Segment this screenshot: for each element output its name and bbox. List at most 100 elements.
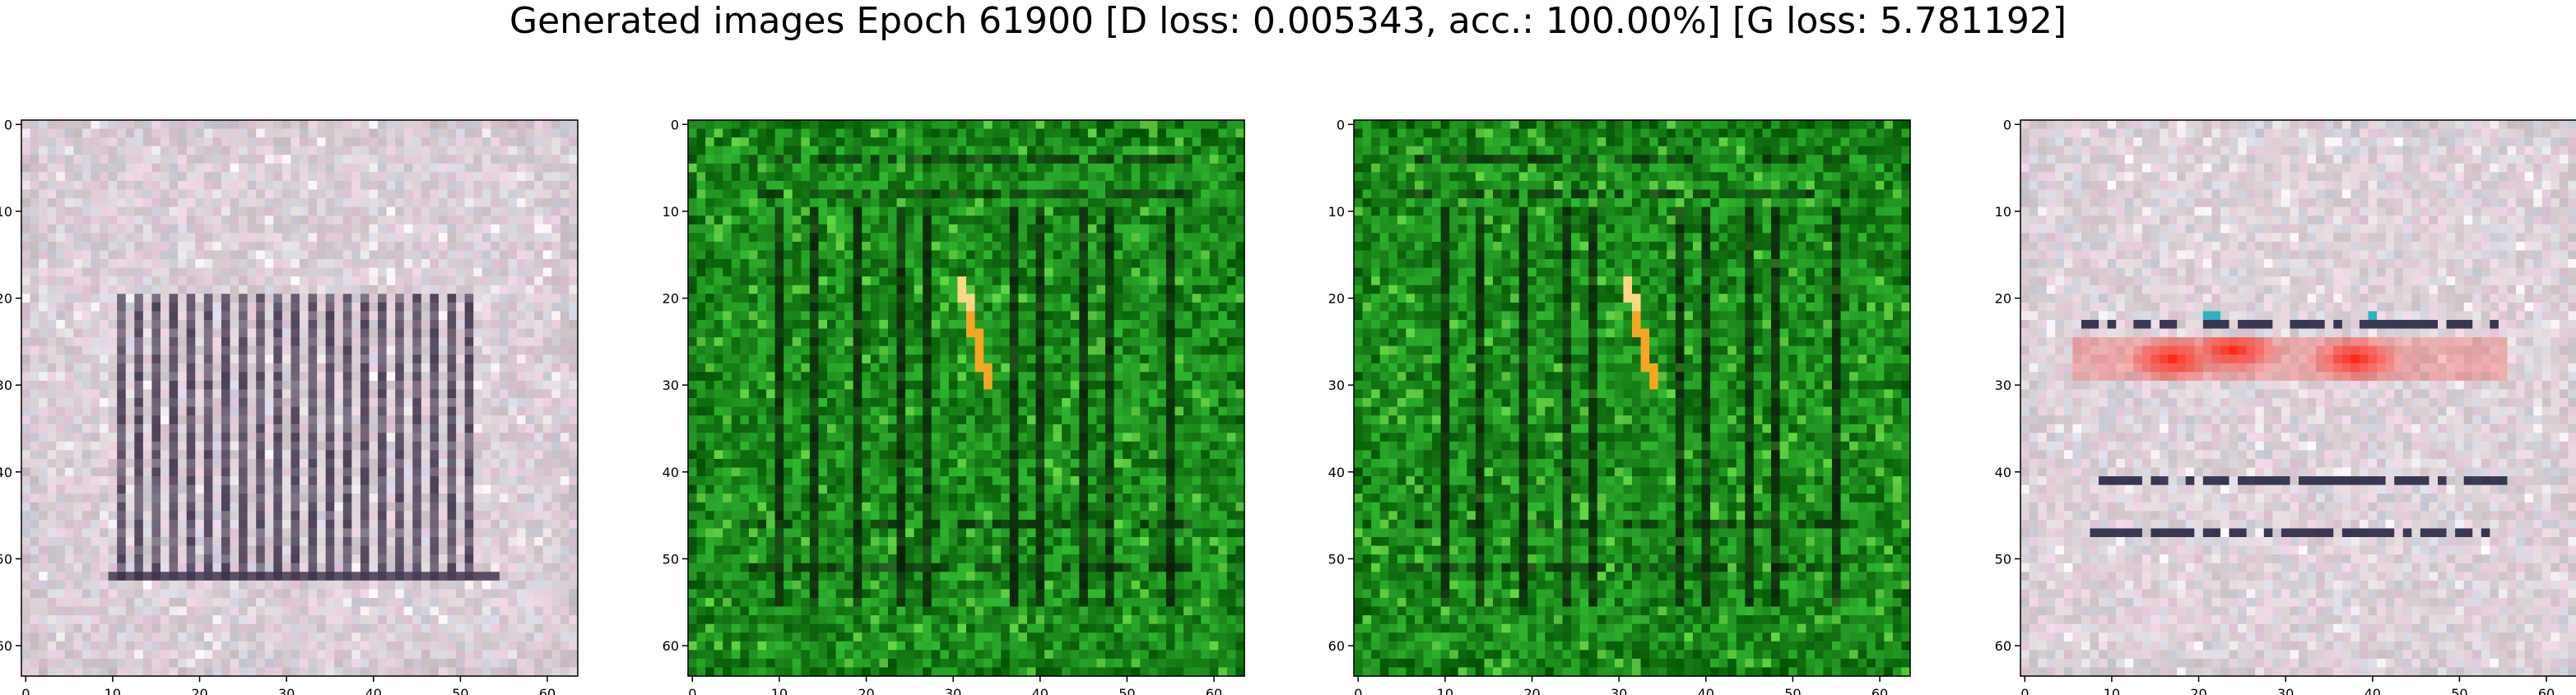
pixel <box>273 502 283 512</box>
pixel <box>1079 224 1089 234</box>
pixel <box>403 180 413 191</box>
pixel <box>1026 206 1037 216</box>
pixel <box>525 206 535 216</box>
pixel <box>247 267 257 277</box>
pixel <box>273 667 283 677</box>
pixel <box>256 146 266 155</box>
pixel <box>818 155 828 164</box>
pixel <box>395 311 405 321</box>
pixel <box>256 450 266 460</box>
pixel <box>914 120 923 130</box>
pixel <box>134 215 144 225</box>
pixel <box>203 589 213 599</box>
pixel <box>534 285 544 294</box>
pixel <box>256 120 266 130</box>
pixel <box>542 120 552 130</box>
pixel <box>247 163 257 173</box>
pixel <box>21 276 31 286</box>
pixel <box>186 215 196 225</box>
pixel <box>369 198 379 208</box>
pixel <box>569 285 579 294</box>
pixel <box>905 206 915 216</box>
pixel <box>247 285 257 294</box>
pixel <box>403 406 413 416</box>
pixel <box>517 484 527 494</box>
pixel <box>351 120 361 130</box>
pixel <box>905 198 915 208</box>
pixel <box>100 311 109 321</box>
pixel <box>221 424 231 433</box>
pixel <box>862 224 872 234</box>
pixel <box>369 302 379 312</box>
pixel <box>39 120 49 130</box>
pixel <box>212 580 222 590</box>
pixel <box>203 380 213 391</box>
pixel <box>212 389 222 399</box>
pixel <box>905 163 915 173</box>
pixel <box>378 198 388 208</box>
pixel <box>369 580 379 590</box>
pixel <box>517 537 527 547</box>
pixel <box>134 198 144 208</box>
pixel <box>47 415 57 425</box>
pixel <box>731 128 741 138</box>
pixel <box>281 658 292 669</box>
pixel <box>542 545 552 555</box>
pixel <box>923 128 932 138</box>
pixel <box>30 476 40 486</box>
pixel <box>447 424 457 433</box>
pixel <box>91 233 100 243</box>
pixel <box>160 120 170 130</box>
pixel <box>47 163 57 173</box>
pixel <box>178 198 188 208</box>
pixel <box>1192 180 1202 191</box>
pixel <box>221 572 231 581</box>
pixel <box>705 128 715 138</box>
pixel <box>195 554 205 564</box>
pixel <box>64 180 74 191</box>
pixel <box>100 319 109 330</box>
pixel <box>542 528 552 538</box>
pixel <box>447 615 457 625</box>
pixel <box>395 372 405 382</box>
pixel <box>369 189 379 199</box>
pixel <box>39 163 49 173</box>
pixel <box>395 206 405 216</box>
pixel <box>827 146 837 155</box>
pixel <box>569 650 579 660</box>
pixel <box>534 484 544 494</box>
pixel <box>151 363 161 373</box>
pixel <box>91 206 100 216</box>
pixel <box>560 137 570 147</box>
pixel <box>740 146 750 155</box>
pixel <box>1079 198 1089 208</box>
pixel <box>560 120 570 130</box>
pixel <box>342 302 352 312</box>
pixel <box>221 519 231 530</box>
pixel <box>430 224 439 234</box>
pixel <box>378 311 388 321</box>
pixel <box>1079 128 1089 138</box>
pixel <box>491 163 500 173</box>
pixel <box>239 267 249 277</box>
pixel <box>264 345 274 355</box>
pixel <box>534 441 544 451</box>
pixel <box>239 398 249 408</box>
pixel <box>456 224 466 234</box>
pixel <box>481 250 491 260</box>
pixel <box>81 606 92 616</box>
pixel <box>456 120 466 130</box>
pixel <box>256 519 266 530</box>
pixel <box>844 163 854 173</box>
pixel <box>203 328 213 338</box>
pixel <box>473 528 483 538</box>
pixel <box>21 363 31 373</box>
pixel <box>447 476 457 486</box>
pixel <box>100 563 109 572</box>
pixel <box>473 597 483 608</box>
pixel <box>412 493 422 503</box>
pixel <box>473 328 483 338</box>
pixel <box>256 354 266 364</box>
pixel <box>178 363 188 373</box>
pixel <box>256 667 266 677</box>
